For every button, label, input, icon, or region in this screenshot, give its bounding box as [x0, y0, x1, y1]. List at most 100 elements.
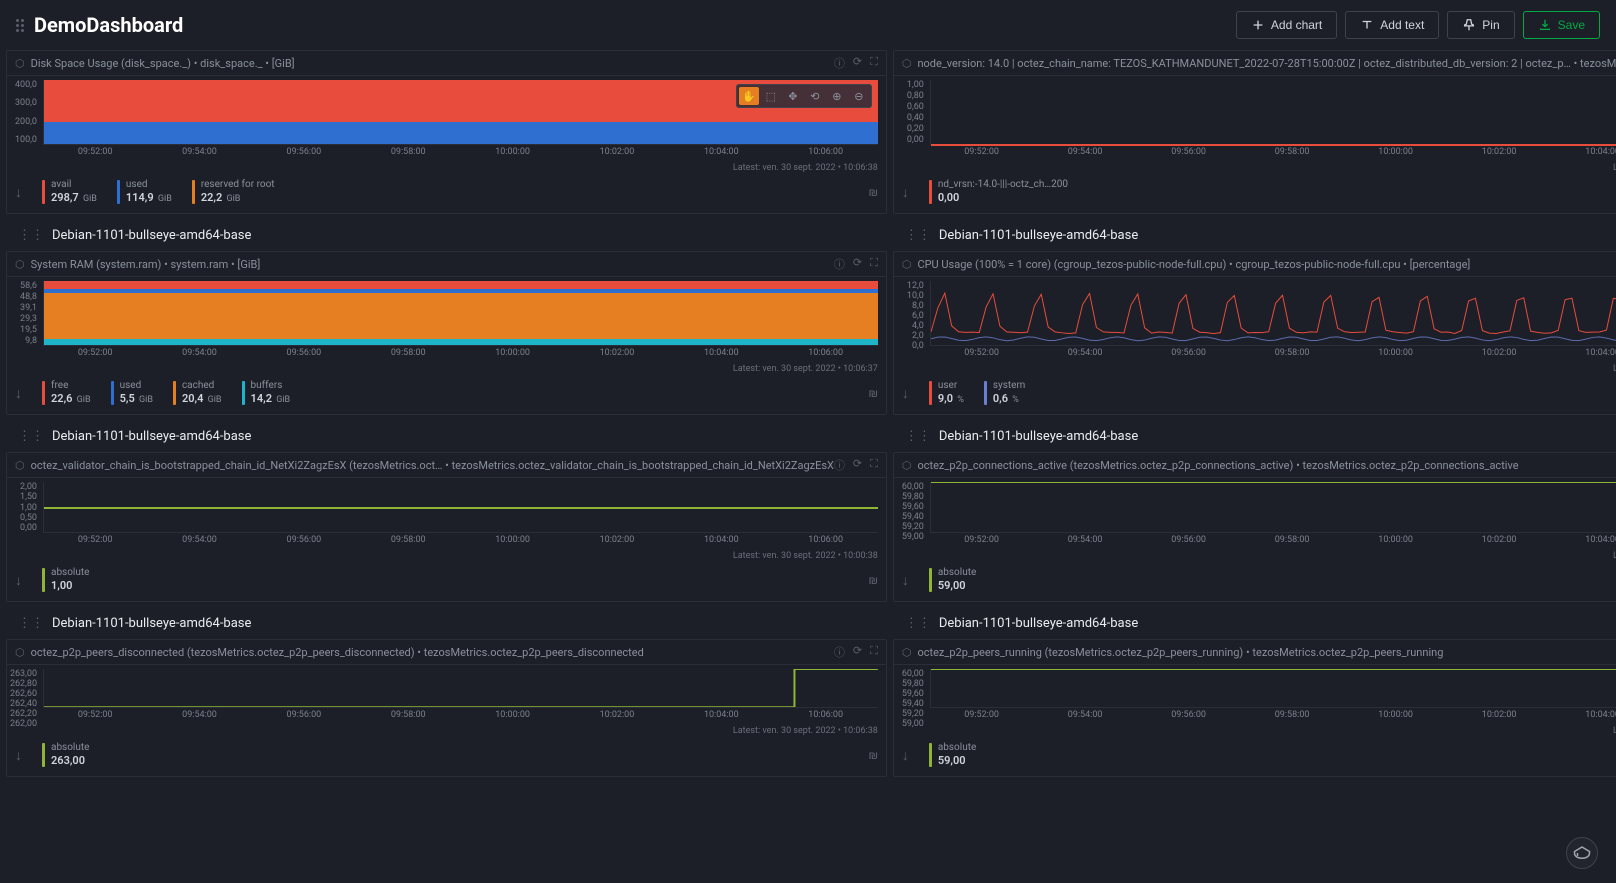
tag-icon[interactable]: ⬡	[902, 57, 912, 70]
legend-value: 22,2 GiB	[201, 191, 275, 205]
chart-legend: ↓ free 22,6 GiB used 5,5 GiB cached	[7, 376, 886, 414]
info-icon[interactable]: ⓘ	[834, 55, 845, 71]
chart-area[interactable]: 2,001,501,000,500,00 09:52:0009:54:0009:…	[7, 478, 886, 549]
reset-tool-icon[interactable]: ⟲	[805, 87, 825, 105]
panel-title: node_version: 14.0 | octez_chain_name: T…	[917, 57, 1616, 70]
refresh-icon[interactable]: ⟳	[853, 457, 862, 473]
x-axis: 09:52:0009:54:0009:56:0009:58:0010:00:00…	[930, 145, 1616, 159]
legend-item[interactable]: cached 20,4 GiB	[173, 380, 222, 406]
move-tool-icon[interactable]: ✥	[783, 87, 803, 105]
signal-icon[interactable]: ₪	[869, 386, 878, 400]
chart-area[interactable]: 58,648,839,129,319,59,8 09:52:0009:54:00…	[7, 277, 886, 362]
legend-label: reserved for root	[201, 179, 275, 191]
legend-sort-icon[interactable]: ↓	[902, 747, 909, 764]
expand-icon[interactable]: ⛶	[870, 457, 878, 473]
legend-item[interactable]: nd_vrsn:-14.0-|||-octz_ch…200 0,00	[929, 179, 1068, 205]
zoom-in-icon[interactable]: ⊕	[827, 87, 847, 105]
chart-plot[interactable]: ✋ ⬚ ✥ ⟲ ⊕ ⊖	[930, 482, 1616, 533]
legend-sort-icon[interactable]: ↓	[15, 747, 22, 764]
legend-item[interactable]: buffers 14,2 GiB	[242, 380, 291, 406]
signal-icon[interactable]: ₪	[869, 185, 878, 199]
chart-area[interactable]: 400,0300,0200,0100,0 ✋ ⬚ ✥ ⟲ ⊕ ⊖ 09:52:0…	[7, 76, 886, 161]
tag-icon[interactable]: ⬡	[902, 258, 912, 271]
legend-value: 59,00	[938, 579, 976, 593]
add-text-button[interactable]: Add text	[1345, 11, 1439, 39]
legend-item[interactable]: absolute 263,00	[42, 742, 89, 768]
refresh-icon[interactable]: ⟳	[853, 256, 862, 272]
chart-area[interactable]: 60,0059,8059,6059,4059,2059,00 09:52:000…	[894, 665, 1616, 724]
expand-icon[interactable]: ⛶	[870, 256, 878, 272]
dashboard-header: DemoDashboard Add chart Add text Pin Sav…	[0, 0, 1616, 50]
legend-label: free	[51, 380, 91, 392]
drag-handle-icon[interactable]: ⋮⋮	[905, 429, 931, 444]
legend-item[interactable]: used 114,9 GiB	[117, 179, 172, 205]
refresh-icon[interactable]: ⟳	[853, 55, 862, 71]
y-axis: 60,0059,8059,6059,4059,2059,00	[894, 669, 928, 708]
chart-plot[interactable]	[43, 669, 878, 708]
save-button[interactable]: Save	[1523, 11, 1600, 39]
drag-handle-icon[interactable]: ⋮⋮	[905, 616, 931, 631]
pan-tool-icon[interactable]: ✋	[739, 87, 759, 105]
drag-handle-icon[interactable]: ⋮⋮	[18, 228, 44, 243]
zoom-out-icon[interactable]: ⊖	[849, 87, 869, 105]
chart-area[interactable]: 60,0059,8059,6059,4059,2059,00 ✋ ⬚ ✥ ⟲ ⊕…	[894, 478, 1616, 549]
chart-plot[interactable]	[43, 482, 878, 533]
section-title-label: Debian-1101-bullseye-amd64-base	[52, 429, 251, 444]
tag-icon[interactable]: ⬡	[15, 258, 25, 271]
tag-icon[interactable]: ⬡	[15, 57, 25, 70]
select-tool-icon[interactable]: ⬚	[761, 87, 781, 105]
chart-plot[interactable]	[930, 669, 1616, 708]
info-icon[interactable]: ⓘ	[834, 457, 845, 473]
legend-item[interactable]: free 22,6 GiB	[42, 380, 91, 406]
legend-sort-icon[interactable]: ↓	[15, 572, 22, 589]
tag-icon[interactable]: ⬡	[902, 646, 912, 659]
panel-toolbar: ⓘ ⟳ ⛶	[834, 55, 878, 71]
chart-area[interactable]: 263,00262,80262,60262,40262,20262,00 09:…	[7, 665, 886, 724]
pin-button[interactable]: Pin	[1447, 11, 1514, 39]
legend-sort-icon[interactable]: ↓	[902, 572, 909, 589]
chart-plot[interactable]: ✋ ⬚ ✥ ⟲ ⊕ ⊖	[43, 80, 878, 145]
panel-title: Disk Space Usage (disk_space._) • disk_s…	[31, 57, 834, 70]
help-fab-button[interactable]	[1566, 837, 1598, 869]
legend-label: user	[938, 380, 964, 392]
legend-item[interactable]: absolute 59,00	[929, 567, 976, 593]
dashboard-title: DemoDashboard	[34, 13, 183, 37]
signal-icon[interactable]: ₪	[869, 573, 878, 587]
expand-icon[interactable]: ⛶	[870, 644, 878, 660]
legend-item[interactable]: absolute 59,00	[929, 742, 976, 768]
tag-icon[interactable]: ⬡	[15, 459, 25, 472]
legend-item[interactable]: used 5,5 GiB	[111, 380, 153, 406]
legend-sort-icon[interactable]: ↓	[902, 184, 909, 201]
chart-area[interactable]: 12,010,08,06,04,02,00,0 09:52:0009:54:00…	[894, 277, 1616, 362]
drag-handle-icon[interactable]	[16, 19, 26, 32]
legend-item[interactable]: avail 298,7 GiB	[42, 179, 97, 205]
expand-icon[interactable]: ⛶	[870, 55, 878, 71]
drag-handle-icon[interactable]: ⋮⋮	[18, 429, 44, 444]
drag-handle-icon[interactable]: ⋮⋮	[905, 228, 931, 243]
section-header: ⋮⋮ Debian-1101-bullseye-amd64-base	[893, 220, 1616, 251]
refresh-icon[interactable]: ⟳	[853, 644, 862, 660]
legend-sort-icon[interactable]: ↓	[15, 184, 22, 201]
chart-plot[interactable]	[930, 281, 1616, 346]
chart-area[interactable]: 1,000,800,600,400,200,00 09:52:0009:54:0…	[894, 76, 1616, 161]
tag-icon[interactable]: ⬡	[15, 646, 25, 659]
panel-title: octez_p2p_peers_running (tezosMetrics.oc…	[917, 646, 1616, 659]
latest-timestamp: Latest: ven. 30 sept. 2022 • 10:06:38	[894, 549, 1616, 563]
legend-sort-icon[interactable]: ↓	[902, 385, 909, 402]
info-icon[interactable]: ⓘ	[834, 644, 845, 660]
signal-icon[interactable]: ₪	[869, 748, 878, 762]
legend-item[interactable]: absolute 1,00	[42, 567, 89, 593]
chart-plot[interactable]	[930, 80, 1616, 145]
legend-item[interactable]: system 0,6 %	[984, 380, 1025, 406]
legend-sort-icon[interactable]: ↓	[15, 385, 22, 402]
tag-icon[interactable]: ⬡	[902, 459, 912, 472]
panel-toolbar: ⓘ ⟳ ⛶	[834, 256, 878, 272]
legend-item[interactable]: user 9,0 %	[929, 380, 964, 406]
chart-plot[interactable]	[43, 281, 878, 346]
section-title-label: Debian-1101-bullseye-amd64-base	[939, 228, 1138, 243]
legend-item[interactable]: reserved for root 22,2 GiB	[192, 179, 275, 205]
drag-handle-icon[interactable]: ⋮⋮	[18, 616, 44, 631]
add-chart-button[interactable]: Add chart	[1236, 11, 1337, 39]
info-icon[interactable]: ⓘ	[834, 256, 845, 272]
legend-label: buffers	[251, 380, 291, 392]
